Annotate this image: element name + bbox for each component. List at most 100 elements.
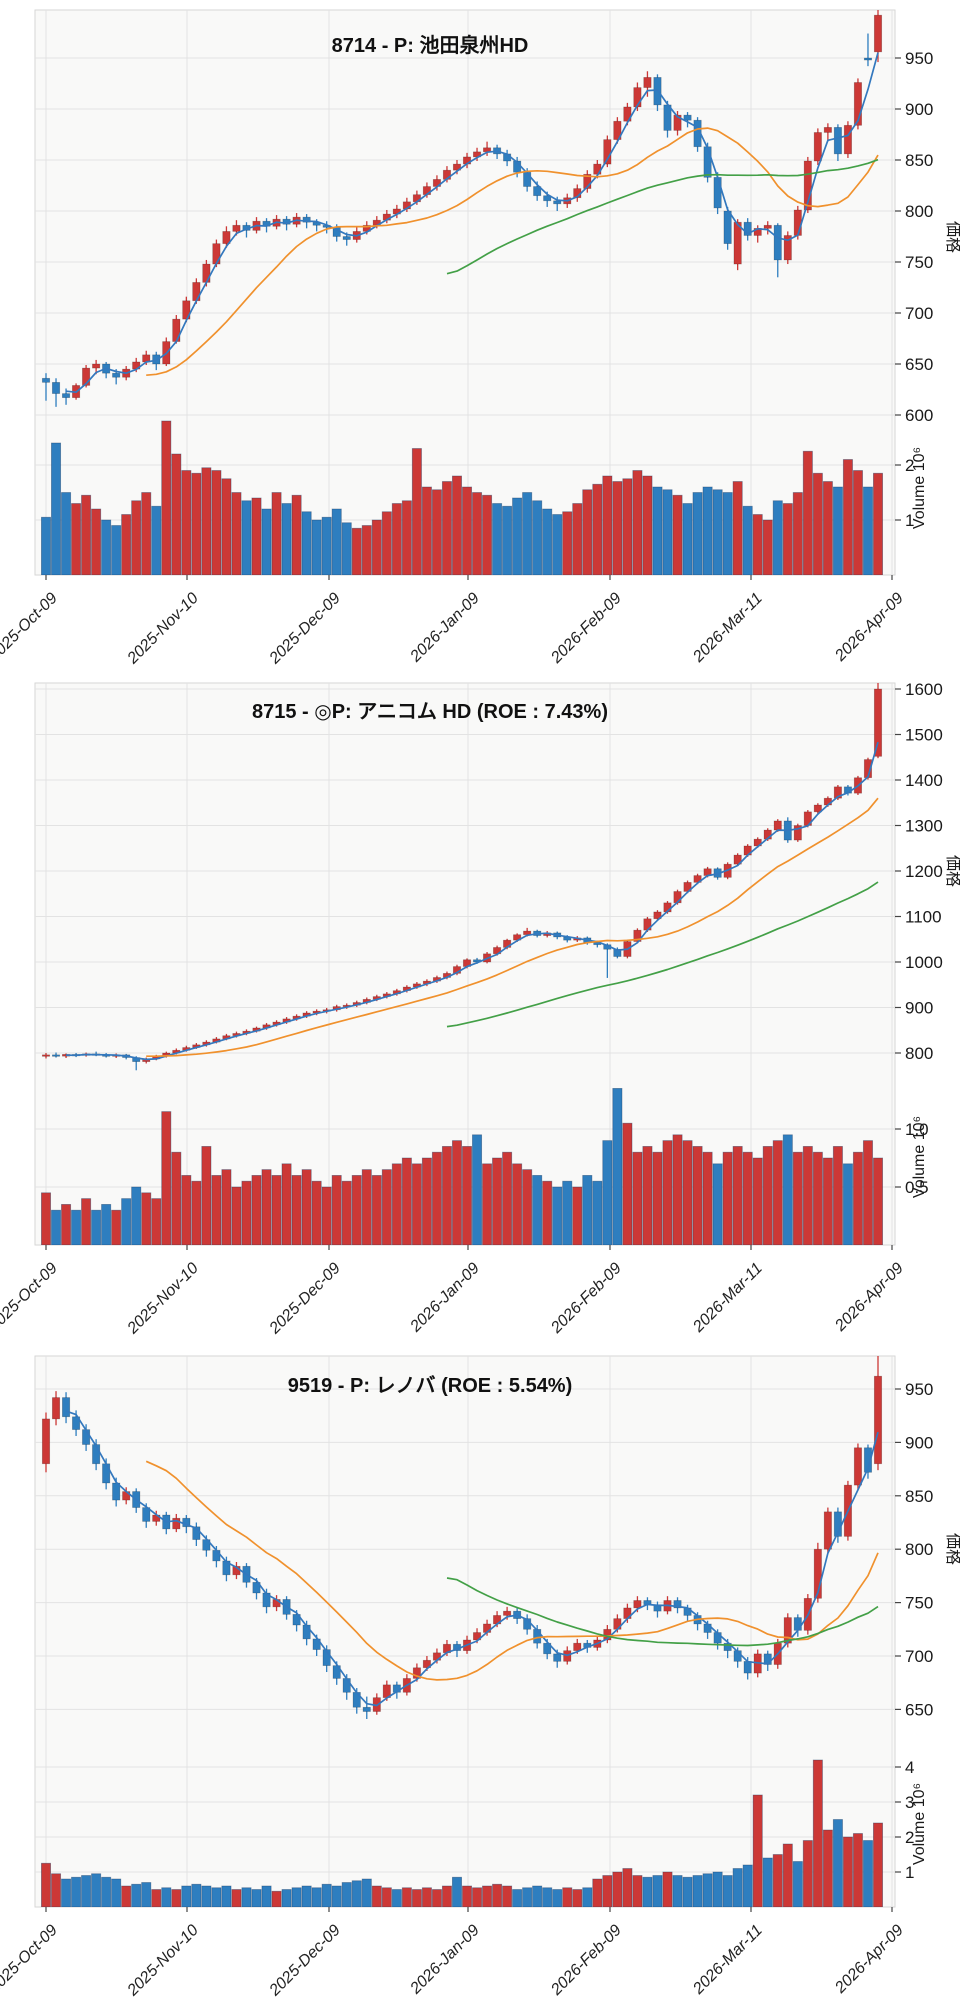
- volume-bar: [552, 1186, 563, 1245]
- volume-bar: [802, 450, 813, 575]
- volume-tick-label: 1: [905, 511, 914, 530]
- price-tick-label: 950: [905, 1380, 933, 1399]
- candle-body: [673, 114, 682, 131]
- volume-bar: [682, 503, 693, 575]
- volume-bar: [802, 1145, 813, 1245]
- candle-body: [733, 221, 742, 265]
- date-tick-label: 2026-Apr-09: [831, 1260, 906, 1335]
- candle-body: [633, 1600, 642, 1609]
- volume-bar: [602, 475, 613, 575]
- volume-bar: [191, 1883, 202, 1907]
- volume-bar: [61, 1204, 72, 1245]
- volume-bar: [391, 1889, 402, 1907]
- volume-bar: [712, 1871, 723, 1907]
- chart-panel-9519: 950 900 850 800 750 700 650 4 3 2 1 価格 Volume 10⁶ 202…: [0, 1346, 960, 2001]
- volume-bar: [542, 508, 553, 575]
- volume-bar: [101, 1204, 112, 1245]
- volume-bar: [121, 1885, 132, 1907]
- price-tick-label: 600: [905, 406, 933, 425]
- volume-bar: [712, 1163, 723, 1245]
- volume-bar: [101, 1876, 112, 1907]
- volume-bar: [542, 1887, 553, 1907]
- candle-body: [643, 77, 652, 88]
- candle-body: [82, 367, 91, 386]
- volume-bar: [291, 1887, 302, 1907]
- volume-bar: [361, 1169, 372, 1245]
- candle-body: [61, 1397, 71, 1418]
- volume-bar: [692, 492, 703, 575]
- candle-body: [41, 1054, 51, 1057]
- volume-bar: [702, 486, 713, 575]
- volume-bar: [141, 492, 152, 575]
- ma-mid-line: [145, 1460, 879, 1681]
- candle-body: [302, 216, 311, 223]
- date-tick-label: 2026-Mar-11: [689, 1260, 765, 1336]
- date-axis: 2025-Oct-09 2025-Nov-10 2025-Dec-09 2026-Ja…: [0, 1907, 907, 2000]
- candle-body: [92, 363, 101, 369]
- volume-bar: [602, 1875, 613, 1907]
- volume-bar: [451, 1140, 462, 1245]
- price-tick-label: 1000: [905, 953, 943, 972]
- plot-area: [34, 1355, 896, 1908]
- candle-body: [683, 114, 692, 121]
- volume-bar: [462, 486, 473, 575]
- volume-bar: [682, 1876, 693, 1907]
- candle-body: [863, 1447, 873, 1473]
- date-tick-label: 2026-Jan-09: [407, 590, 483, 666]
- volume-axis-label: Volume 10⁶: [911, 1783, 928, 1865]
- gridlines: [35, 1356, 895, 1907]
- volume-bar: [812, 1151, 823, 1245]
- volume-tick-label: 4: [905, 1758, 914, 1777]
- date-tick-label: 2025-Oct-09: [0, 1922, 61, 1998]
- volume-bar: [121, 514, 132, 575]
- date-tick-label: 2025-Nov-10: [124, 1922, 202, 2000]
- volume-bar: [411, 448, 422, 575]
- volume-bar: [712, 489, 723, 575]
- candle-body: [793, 825, 802, 841]
- candle-body: [873, 688, 883, 757]
- volume-bar: [652, 486, 663, 575]
- volume-bar: [672, 494, 683, 575]
- volume-bar: [81, 1198, 92, 1245]
- candle-body: [723, 210, 732, 244]
- volume-bar: [852, 1151, 863, 1245]
- price-tick-label: 950: [905, 49, 933, 68]
- volume-bar: [101, 519, 112, 575]
- volume-bar: [692, 1875, 703, 1907]
- volume-bar: [862, 486, 873, 575]
- volume-bar: [772, 500, 783, 575]
- volume-bar: [211, 1887, 222, 1907]
- volume-bar: [873, 472, 884, 575]
- candle-body: [72, 1416, 81, 1430]
- date-tick-label: 2025-Dec-09: [266, 1260, 344, 1338]
- candle-body: [51, 382, 61, 394]
- volume-bars: [41, 1759, 884, 1907]
- volume-bar: [472, 1134, 483, 1245]
- volume-bar: [562, 1887, 573, 1907]
- chart-title: 8715 - ◎P: アニコム HD (ROE : 7.43%): [252, 701, 608, 723]
- volume-bar: [51, 1873, 62, 1907]
- volume-bar: [361, 1878, 372, 1907]
- candle-body: [813, 1548, 822, 1599]
- candle-body: [873, 14, 883, 53]
- volume-bar: [321, 516, 332, 575]
- volume-bar: [341, 1180, 352, 1245]
- volume-bar: [492, 503, 503, 575]
- volume-bar: [632, 1151, 643, 1245]
- volume-bar: [421, 1157, 432, 1245]
- volume-bar: [441, 1145, 452, 1245]
- volume-bar: [742, 505, 753, 575]
- volume-bar: [562, 1180, 573, 1245]
- volume-bar: [311, 1887, 322, 1907]
- volume-bar: [391, 503, 402, 575]
- candle-body: [813, 804, 822, 813]
- volume-bar: [331, 508, 342, 575]
- volume-bar: [512, 1889, 523, 1907]
- volume-bar: [502, 1885, 513, 1907]
- volume-bar: [582, 1887, 593, 1907]
- volume-bar: [732, 481, 743, 575]
- candle-body: [833, 786, 842, 799]
- volume-bar: [562, 511, 573, 575]
- candle-body: [813, 132, 822, 162]
- volume-bar: [41, 1192, 52, 1245]
